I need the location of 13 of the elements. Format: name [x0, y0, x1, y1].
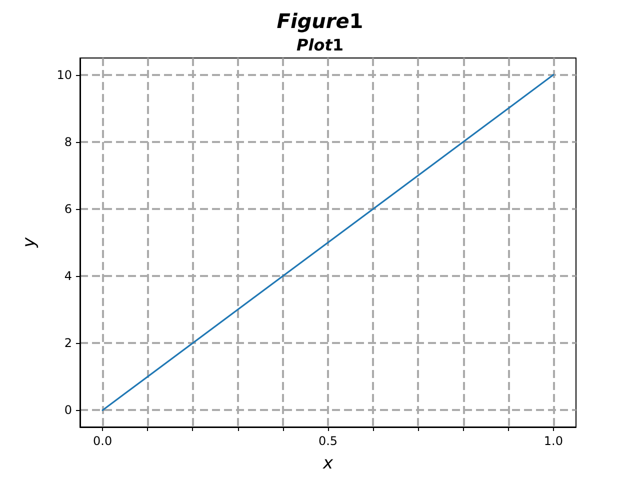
chart-subtitle: Plot1 [296, 36, 344, 54]
y-tick-label: 2 [64, 336, 72, 350]
x-tick-label: 1.0 [544, 434, 563, 448]
y-tick-label: 0 [64, 403, 72, 418]
chart-title: Figure1 [276, 9, 364, 33]
x-tick-label: 0.0 [93, 434, 112, 448]
x-tick-label: 0.5 [318, 434, 338, 448]
y-tick-label: 8 [64, 134, 72, 149]
y-tick-label: 4 [64, 269, 72, 284]
y-tick-label: 10 [56, 68, 72, 82]
y-tick-label: 6 [64, 202, 72, 216]
x-axis-title: x [322, 454, 334, 474]
y-axis-title: y [20, 236, 40, 249]
